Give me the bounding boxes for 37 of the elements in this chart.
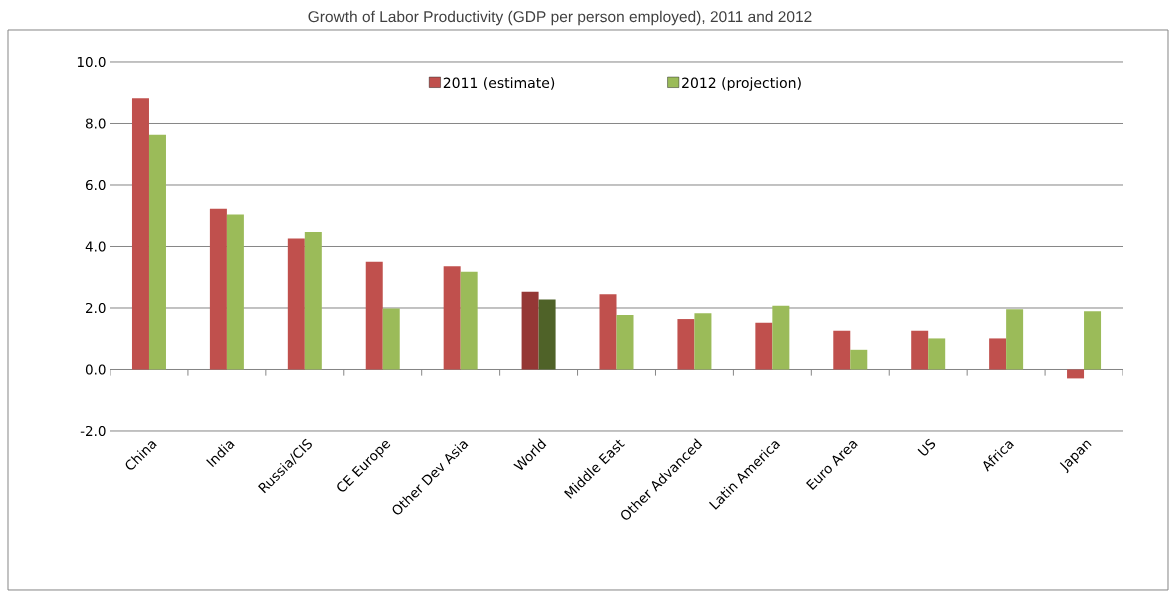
bar xyxy=(989,338,1007,370)
bar xyxy=(755,322,773,370)
bar xyxy=(226,214,244,370)
y-tick-label: -2.0 xyxy=(80,425,106,437)
bar xyxy=(521,291,539,370)
bar xyxy=(694,313,712,370)
bar xyxy=(287,238,305,370)
bar xyxy=(1067,369,1085,379)
bar xyxy=(1084,311,1102,370)
bar xyxy=(928,338,946,370)
y-tick-label: 6.0 xyxy=(85,179,106,191)
bar xyxy=(382,308,400,370)
bar xyxy=(148,134,166,370)
bar xyxy=(209,208,227,370)
y-tick-label: 10.0 xyxy=(77,56,106,68)
bar xyxy=(772,305,790,370)
y-tick-label: 2.0 xyxy=(86,302,106,314)
legend-label: 2012 (projection) xyxy=(682,77,801,91)
bar xyxy=(443,266,461,370)
y-tick-label: 4.0 xyxy=(85,241,106,252)
x-tick-label: US xyxy=(917,438,936,456)
bar xyxy=(538,299,556,370)
bar xyxy=(304,232,322,370)
chart-title: Growth of Labor Productivity (GDP per person employed), 2011 and 2012 xyxy=(308,10,812,26)
bar xyxy=(460,271,478,370)
bar xyxy=(833,330,851,370)
bar xyxy=(599,294,617,370)
bar xyxy=(1006,309,1024,370)
bar xyxy=(677,319,695,370)
bar xyxy=(616,315,634,370)
bar xyxy=(850,349,868,370)
bar xyxy=(911,330,929,370)
y-tick-label: 8.0 xyxy=(85,118,106,129)
bar xyxy=(131,98,149,370)
y-tick-label: 0.0 xyxy=(85,364,106,375)
legend-label: 2011 (estimate) xyxy=(443,77,555,90)
bar xyxy=(365,261,383,370)
